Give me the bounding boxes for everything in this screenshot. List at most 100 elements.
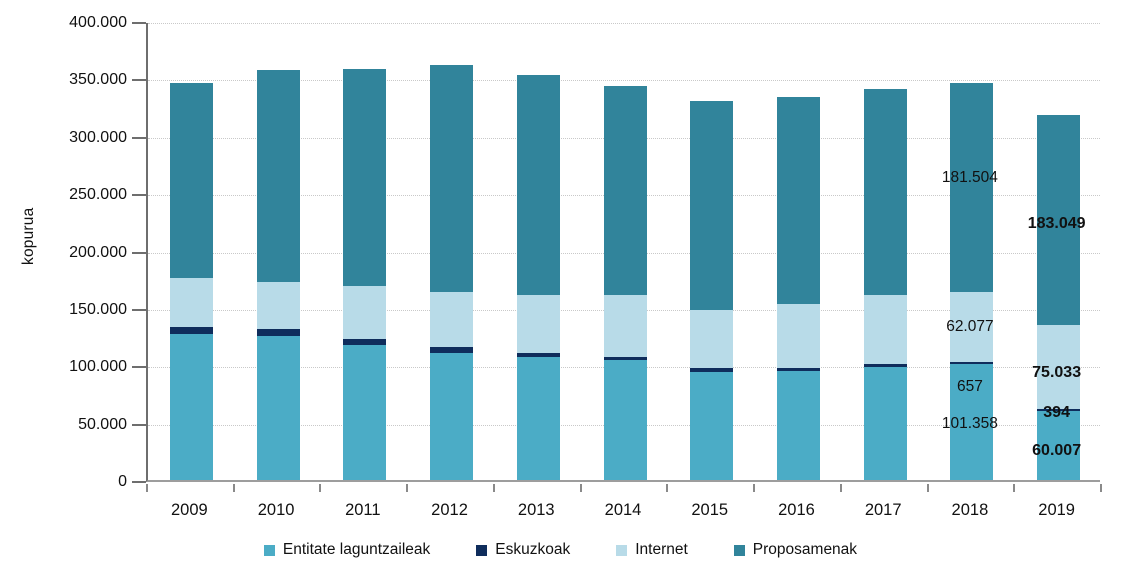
x-tick-label-2014: 2014 — [604, 501, 642, 519]
x-tick-label-2017: 2017 — [864, 501, 902, 519]
y-tick-label: 350.000 — [69, 71, 127, 89]
bar-2019 — [1037, 23, 1081, 480]
bar-segment-2014-eskuzkoak — [603, 357, 647, 361]
data-label-2018-internet: 62.077 — [946, 318, 994, 336]
plot-area — [146, 23, 1100, 482]
legend: Entitate laguntzaileak Eskuzkoak Internet P… — [0, 541, 1121, 559]
category-tick-mark — [492, 484, 495, 492]
bar-2015 — [690, 23, 734, 480]
data-label-2019-entitate-laguntzaileak: 60.007 — [1032, 441, 1082, 459]
data-label-2019-eskuzkoak: 394 — [1043, 403, 1070, 421]
bar-segment-2019-proposamenak — [1037, 114, 1081, 325]
data-label-2019-proposamenak: 183.049 — [1027, 214, 1086, 232]
category-tick-mark — [232, 484, 235, 492]
bar-2011 — [343, 23, 387, 480]
y-tick-label: 150.000 — [69, 300, 127, 318]
bar-2013 — [516, 23, 560, 480]
bar-2014 — [603, 23, 647, 480]
x-tick-label-2015: 2015 — [691, 501, 729, 519]
y-tick-mark — [132, 251, 146, 254]
bar-segment-2012-proposamenak — [430, 64, 474, 293]
bar-segment-2011-proposamenak — [343, 69, 387, 287]
y-tick-label: 50.000 — [78, 415, 127, 433]
category-tick-mark — [579, 484, 582, 492]
x-tick-label-2009: 2009 — [171, 501, 208, 519]
bar-segment-2016-internet — [776, 303, 820, 368]
y-tick-mark — [132, 308, 146, 311]
y-tick-mark — [132, 481, 146, 483]
bar-segment-2011-entitate-laguntzaileak — [343, 345, 387, 480]
bar-segment-2011-internet — [343, 286, 387, 339]
legend-label: Internet — [635, 541, 688, 558]
category-tick-mark — [666, 484, 669, 492]
bar-2009 — [169, 23, 213, 480]
bar-segment-2013-eskuzkoak — [516, 352, 560, 358]
bar-segment-2013-proposamenak — [516, 74, 560, 296]
category-tick-mark — [926, 484, 929, 492]
legend-label: Entitate laguntzaileak — [282, 541, 431, 558]
x-tick-label-2018: 2018 — [951, 501, 989, 519]
bar-segment-2010-internet — [256, 282, 300, 330]
bar-segment-2016-entitate-laguntzaileak — [776, 371, 820, 480]
legend-label: Proposamenak — [752, 541, 858, 558]
bar-2017 — [863, 23, 907, 480]
y-tick-label: 250.000 — [69, 186, 127, 204]
bar-segment-2017-internet — [863, 295, 907, 365]
bar-segment-2009-entitate-laguntzaileak — [169, 334, 213, 480]
bar-segment-2010-eskuzkoak — [256, 329, 300, 336]
x-tick-label-2016: 2016 — [778, 501, 815, 519]
legend-swatch-icon — [733, 544, 745, 556]
y-tick-mark — [132, 366, 146, 369]
bar-segment-2015-eskuzkoak — [690, 368, 734, 373]
bar-segment-2010-entitate-laguntzaileak — [256, 336, 300, 480]
bar-segment-2016-eskuzkoak — [776, 367, 820, 371]
x-tick-label-2019: 2019 — [1038, 501, 1075, 519]
bar-segment-2013-internet — [516, 295, 560, 353]
bar-segment-2014-entitate-laguntzaileak — [603, 360, 647, 480]
bar-segment-2009-eskuzkoak — [169, 327, 213, 335]
bar-segment-2010-proposamenak — [256, 69, 300, 283]
y-tick-label: 400.000 — [69, 14, 127, 31]
legend-item-proposamenak: Proposamenak — [733, 541, 858, 559]
bar-segment-2012-entitate-laguntzaileak — [430, 352, 474, 480]
bar-segment-2019-entitate-laguntzaileak — [1037, 411, 1081, 480]
category-tick-mark — [1013, 484, 1016, 492]
y-tick-mark — [132, 423, 146, 426]
x-tick-label-2012: 2012 — [431, 501, 468, 519]
bar-segment-2017-entitate-laguntzaileak — [863, 366, 907, 480]
y-tick-mark — [132, 22, 146, 24]
bar-segment-2012-internet — [430, 292, 474, 347]
bar-segment-2013-entitate-laguntzaileak — [516, 357, 560, 480]
legend-swatch-icon — [476, 544, 488, 556]
y-tick-label: 200.000 — [69, 243, 127, 261]
bar-segment-2009-internet — [169, 278, 213, 328]
legend-item-entitate-laguntzaileak: Entitate laguntzaileak — [263, 541, 431, 559]
legend-item-internet: Internet — [616, 541, 688, 559]
bar-segment-2015-proposamenak — [690, 100, 734, 310]
y-tick-mark — [132, 79, 146, 82]
category-tick-mark — [1100, 484, 1102, 492]
y-tick-label: 100.000 — [69, 358, 127, 376]
bar-2016 — [776, 23, 820, 480]
gridline-400.000 — [148, 23, 1100, 24]
bar-segment-2015-entitate-laguntzaileak — [690, 372, 734, 480]
bar-segment-2016-proposamenak — [776, 96, 820, 304]
bar-segment-2018-proposamenak — [950, 83, 994, 292]
bar-segment-2012-eskuzkoak — [430, 346, 474, 353]
bar-segment-2011-eskuzkoak — [343, 338, 387, 346]
bar-segment-2009-proposamenak — [169, 82, 213, 279]
bar-segment-2019-internet — [1037, 324, 1081, 411]
legend-label: Eskuzkoak — [495, 541, 571, 558]
legend-item-eskuzkoak: Eskuzkoak — [476, 541, 570, 559]
bar-segment-2014-internet — [603, 295, 647, 358]
y-tick-label: 300.000 — [69, 128, 127, 146]
data-label-2018-proposamenak: 181.504 — [941, 168, 998, 186]
y-tick-label: 0 — [118, 473, 127, 490]
y-tick-mark — [132, 136, 146, 139]
gridline-350.000 — [148, 80, 1100, 82]
bar-segment-2019-eskuzkoak — [1037, 409, 1081, 412]
bar-2012 — [430, 23, 474, 480]
bar-segment-2018-eskuzkoak — [950, 361, 994, 364]
bar-segment-2018-internet — [950, 291, 994, 363]
